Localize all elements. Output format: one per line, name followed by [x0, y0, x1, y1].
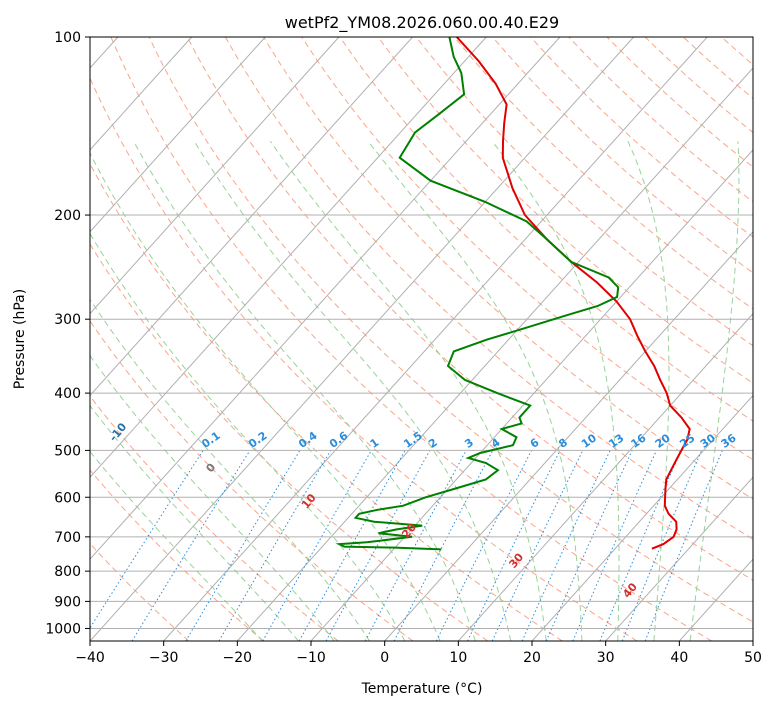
- mixing-ratio-label: 0.2: [246, 429, 269, 451]
- dry-adiabat-line: [111, 37, 712, 641]
- moist-adiabat-line: [84, 141, 440, 641]
- isotherm-line: [753, 37, 775, 641]
- moist-adiabat-line: [690, 141, 739, 641]
- moist-adiabat-line: [43, 141, 405, 641]
- mixing-ratio-line: [299, 450, 405, 641]
- mixing-ratio-line: [82, 450, 203, 641]
- mixing-ratio-label: 10: [579, 431, 599, 451]
- mixing-ratio-label: 25: [677, 431, 697, 450]
- dry-adiabat-line: [721, 37, 775, 641]
- isotherm-line: [679, 37, 775, 641]
- dry-adiabat-line: [225, 37, 775, 641]
- isotherm-line: [311, 37, 775, 641]
- y-tick-label: 200: [54, 208, 81, 224]
- x-tick-label: −30: [149, 650, 179, 666]
- x-axis: −40 −30 −20 −10 0 10 20 30 40 50: [75, 641, 762, 666]
- moist-adiabat-line: [0, 141, 262, 641]
- y-axis: 100 200 300 400 500 600 700 800 900 1000: [45, 30, 90, 637]
- x-tick-label: −10: [296, 650, 326, 666]
- x-tick-label: 10: [449, 650, 467, 666]
- dry-adiabat-line: [0, 37, 264, 641]
- x-tick-label: −40: [75, 650, 105, 666]
- moist-adiabat-line: [628, 141, 669, 641]
- profile-series: [339, 37, 689, 549]
- chart-title: wetPf2_YM08.2026.060.00.40.E29: [285, 13, 559, 33]
- isotherm-line: [385, 37, 775, 641]
- dry-adiabat-line: [0, 37, 488, 641]
- mixing-ratio-line: [600, 450, 681, 641]
- y-tick-label: 300: [54, 312, 81, 328]
- dry-adiabat-line: [0, 37, 189, 641]
- y-tick-label: 1000: [45, 621, 81, 637]
- dry-adiabat-line: [454, 37, 775, 641]
- mixing-ratio-label: 6: [528, 436, 542, 451]
- y-tick-label: 700: [54, 530, 81, 546]
- dry-adiabat-line: [264, 37, 775, 641]
- dry-adiabat-label: -20: [24, 388, 47, 412]
- isotherm-line: [0, 37, 265, 641]
- mixing-ratio-label: 20: [653, 431, 673, 451]
- mixing-ratio-label: 0.6: [327, 429, 351, 451]
- dry-adiabat-label: 0: [203, 461, 218, 475]
- dry-adiabat-line: [569, 37, 775, 641]
- mixing-ratio-line: [263, 450, 372, 641]
- mixing-ratio-label: 13: [606, 431, 626, 450]
- dry-adiabat-label: 10: [299, 491, 319, 511]
- x-axis-label: Temperature (°C): [361, 681, 483, 697]
- moist-adiabat-line: [368, 141, 582, 641]
- dry-adiabat-line: [645, 37, 775, 641]
- isotherm-line: [164, 37, 708, 641]
- y-tick-label: 500: [54, 443, 81, 459]
- isotherm-line: [458, 37, 775, 641]
- dry-adiabat-line: [760, 37, 775, 641]
- isotherm-line: [90, 37, 634, 641]
- mixing-ratio-label: 2: [426, 436, 440, 451]
- mixing-ratio-line: [132, 450, 250, 641]
- moist-adiabat-line: [0, 141, 298, 641]
- mixing-ratio-line: [394, 450, 493, 641]
- line-labels: 0.10.20.40.611.52346810131620253036-100-…: [0, 56, 739, 601]
- isotherm-line: [0, 37, 413, 641]
- y-tick-label: 900: [54, 594, 81, 610]
- isotherm-line: [532, 37, 775, 641]
- mixing-ratio-label: 36: [719, 431, 739, 451]
- isotherm-line: [237, 37, 775, 641]
- x-tick-label: 30: [597, 650, 615, 666]
- mixing-ratio-line: [492, 450, 583, 641]
- background-lines: [0, 37, 775, 641]
- y-axis-label: Pressure (hPa): [12, 289, 28, 389]
- x-tick-label: 40: [670, 650, 688, 666]
- isotherm-line: [0, 37, 192, 641]
- mixing-ratio-label: 0.1: [199, 429, 222, 451]
- mixing-ratio-line: [186, 450, 300, 641]
- dry-adiabat-line: [683, 37, 775, 641]
- dry-adiabat-line: [416, 37, 775, 641]
- mixing-ratio-label: 0.4: [296, 429, 320, 451]
- y-tick-label: 800: [54, 564, 81, 580]
- pressure-grid: [90, 37, 753, 628]
- mixing-ratio-label: 1: [368, 436, 382, 451]
- dry-adiabat-line: [531, 37, 775, 641]
- x-tick-label: 50: [744, 650, 762, 666]
- x-tick-label: 0: [380, 650, 389, 666]
- dewpoint-series-line: [339, 37, 618, 549]
- dry-adiabat-line: [378, 37, 775, 641]
- mixing-ratio-label: 1.5: [401, 429, 424, 451]
- isotherm-line: [0, 37, 486, 641]
- temperature-series-line: [457, 37, 690, 549]
- dry-adiabat-line: [0, 37, 413, 641]
- y-tick-label: 600: [54, 490, 81, 506]
- dry-adiabat-label: 40: [620, 580, 640, 600]
- x-tick-label: 20: [523, 650, 541, 666]
- isotherm-line: [16, 37, 560, 641]
- mixing-ratio-line: [468, 450, 561, 641]
- mixing-ratio-label: 3: [462, 436, 476, 451]
- mixing-ratio-line: [573, 450, 657, 641]
- y-tick-label: 400: [54, 386, 81, 402]
- y-tick-label: 100: [54, 30, 81, 46]
- dry-adiabat-line: [607, 37, 775, 641]
- x-tick-label: −20: [223, 650, 253, 666]
